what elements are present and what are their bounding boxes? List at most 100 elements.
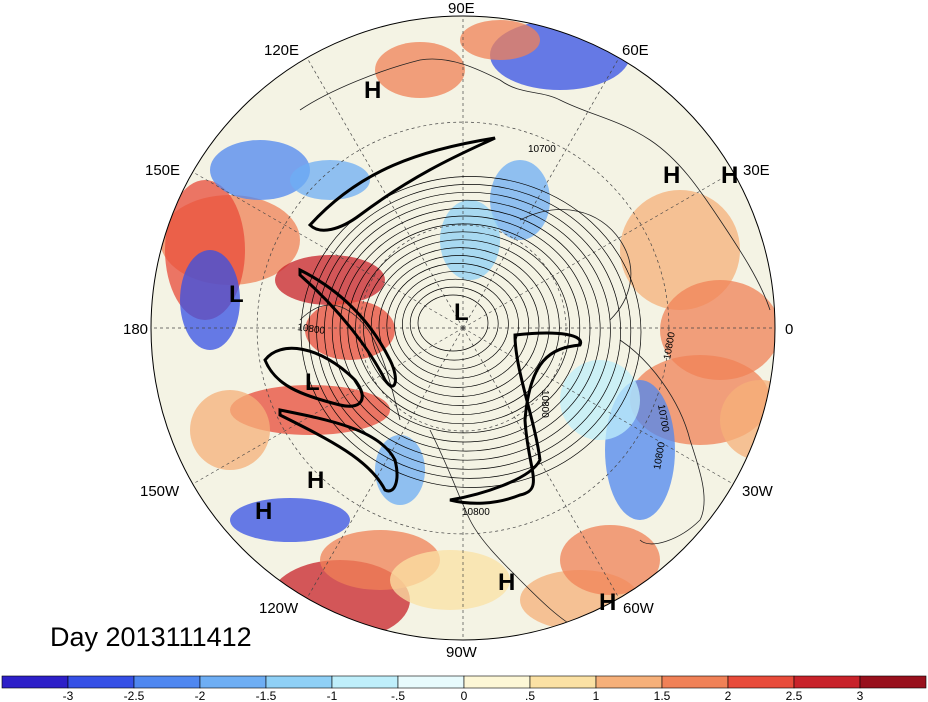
high-marker: H bbox=[498, 569, 515, 596]
high-marker: H bbox=[307, 467, 324, 494]
pressure-centers: H H H H H H H L L L bbox=[229, 77, 738, 616]
colorbar-tick-label: -2 bbox=[195, 689, 206, 702]
lon-label-120w: 120W bbox=[259, 600, 299, 617]
graticule bbox=[151, 16, 775, 640]
jet-pacific bbox=[263, 346, 364, 408]
height-contour bbox=[370, 247, 550, 406]
anomaly-patch bbox=[560, 525, 660, 595]
meridian-line bbox=[306, 327, 464, 599]
low-marker: L bbox=[229, 281, 244, 308]
africa-coast bbox=[619, 339, 705, 545]
meridian-line bbox=[462, 57, 620, 329]
lon-label-60e: 60E bbox=[622, 42, 649, 59]
colorbar-tick-label: 2.5 bbox=[786, 689, 803, 702]
anomaly-patch bbox=[290, 160, 370, 200]
contour-label: 10800 bbox=[462, 507, 490, 518]
height-contour bbox=[316, 191, 621, 470]
meridian-line bbox=[192, 327, 464, 485]
anomaly-patch bbox=[620, 190, 740, 310]
anomaly-patch bbox=[660, 280, 775, 380]
high-marker: H bbox=[663, 162, 680, 189]
anomaly-patch bbox=[390, 550, 510, 610]
anomaly-patch bbox=[720, 380, 775, 460]
anomaly-patch bbox=[230, 498, 350, 542]
alaska-coast bbox=[299, 304, 401, 421]
anomaly-patch bbox=[375, 42, 465, 98]
colorbar-swatch bbox=[859, 675, 927, 689]
colorbar-tick-label: -1 bbox=[327, 689, 338, 702]
height-contour bbox=[339, 215, 591, 443]
colorbar-swatch bbox=[595, 675, 663, 689]
colorbar-swatch bbox=[793, 675, 861, 689]
anomaly-patch bbox=[375, 435, 425, 505]
colorbar-swatch bbox=[1, 675, 69, 689]
jet-contours bbox=[263, 136, 583, 505]
lon-label-150w: 150W bbox=[140, 483, 180, 500]
contour-label: 10800 bbox=[662, 331, 678, 361]
colorbar-swatch bbox=[331, 675, 399, 689]
colorbar-tick-label: 1 bbox=[593, 689, 600, 702]
anomaly-patch bbox=[460, 20, 540, 60]
contour-labels: 10700 10800 10800 10800 10700 10800 1080… bbox=[297, 144, 678, 518]
height-contour bbox=[300, 176, 642, 488]
colorbar: -3 -2.5 -2 -1.5 -1 -.5 0 .5 1 1.5 2 2.5 3 bbox=[1, 675, 927, 702]
height-contour bbox=[386, 263, 530, 388]
longitude-labels: 90E 60E 30E 0 30W 60W 90W 120W 150W 180 … bbox=[123, 0, 793, 661]
lon-label-90e: 90E bbox=[448, 0, 475, 17]
high-marker: H bbox=[599, 589, 616, 616]
high-marker: H bbox=[364, 77, 381, 104]
colorbar-tick-label: 2 bbox=[725, 689, 732, 702]
high-marker: H bbox=[721, 162, 738, 189]
anomaly-patch bbox=[190, 390, 270, 470]
height-contours bbox=[300, 176, 642, 488]
contour-label: 10800 bbox=[539, 390, 550, 418]
height-contour bbox=[402, 278, 509, 370]
map-title: Day 2013111412 bbox=[50, 622, 252, 652]
contour-label: 10700 bbox=[528, 144, 556, 155]
colorbar-tick-label: -.5 bbox=[391, 689, 405, 702]
anomaly-patch bbox=[230, 385, 390, 435]
jet-west bbox=[298, 267, 397, 388]
latitude-circle bbox=[359, 224, 567, 432]
colorbar-tick-label: -2.5 bbox=[124, 689, 145, 702]
low-marker: L bbox=[454, 299, 469, 326]
anomaly-patch bbox=[490, 160, 550, 240]
colorbar-swatch bbox=[463, 675, 531, 689]
lon-label-180: 180 bbox=[123, 321, 148, 338]
colorbar-swatch bbox=[199, 675, 267, 689]
jet-pacific-south bbox=[278, 408, 399, 493]
colorbar-swatch bbox=[397, 675, 465, 689]
contour-label: 10700 bbox=[655, 404, 671, 434]
eurasia-coast bbox=[299, 58, 771, 311]
meridian-line bbox=[462, 327, 734, 485]
colorbar-tick-label: 1.5 bbox=[654, 689, 671, 702]
lon-label-150e: 150E bbox=[145, 162, 180, 179]
colorbar-tick-label: .5 bbox=[525, 689, 535, 702]
colorbar-swatch bbox=[727, 675, 795, 689]
height-contour bbox=[409, 286, 499, 361]
colorbar-swatch bbox=[133, 675, 201, 689]
coastlines bbox=[299, 58, 771, 631]
contour-label: 10800 bbox=[652, 441, 668, 471]
colorbar-tick-label: -1.5 bbox=[256, 689, 277, 702]
colorbar-swatch bbox=[67, 675, 135, 689]
lon-label-30w: 30W bbox=[742, 483, 774, 500]
height-contour bbox=[308, 184, 632, 479]
anomaly-patch bbox=[180, 250, 240, 350]
colorbar-swatch bbox=[661, 675, 729, 689]
height-contour bbox=[394, 270, 519, 379]
contour-label: 10800 bbox=[297, 322, 327, 337]
anomaly-patch bbox=[275, 255, 385, 305]
low-marker: L bbox=[305, 369, 320, 396]
latitude-circle bbox=[256, 121, 670, 535]
meridian-line bbox=[306, 57, 464, 329]
height-contour bbox=[355, 231, 570, 425]
height-contour bbox=[331, 207, 601, 452]
meridian-line bbox=[462, 171, 734, 329]
anomaly-patch bbox=[210, 140, 310, 200]
height-contour bbox=[347, 223, 581, 434]
jet-east bbox=[449, 331, 583, 505]
colorbar-swatch bbox=[529, 675, 597, 689]
meridian-line bbox=[192, 171, 464, 329]
